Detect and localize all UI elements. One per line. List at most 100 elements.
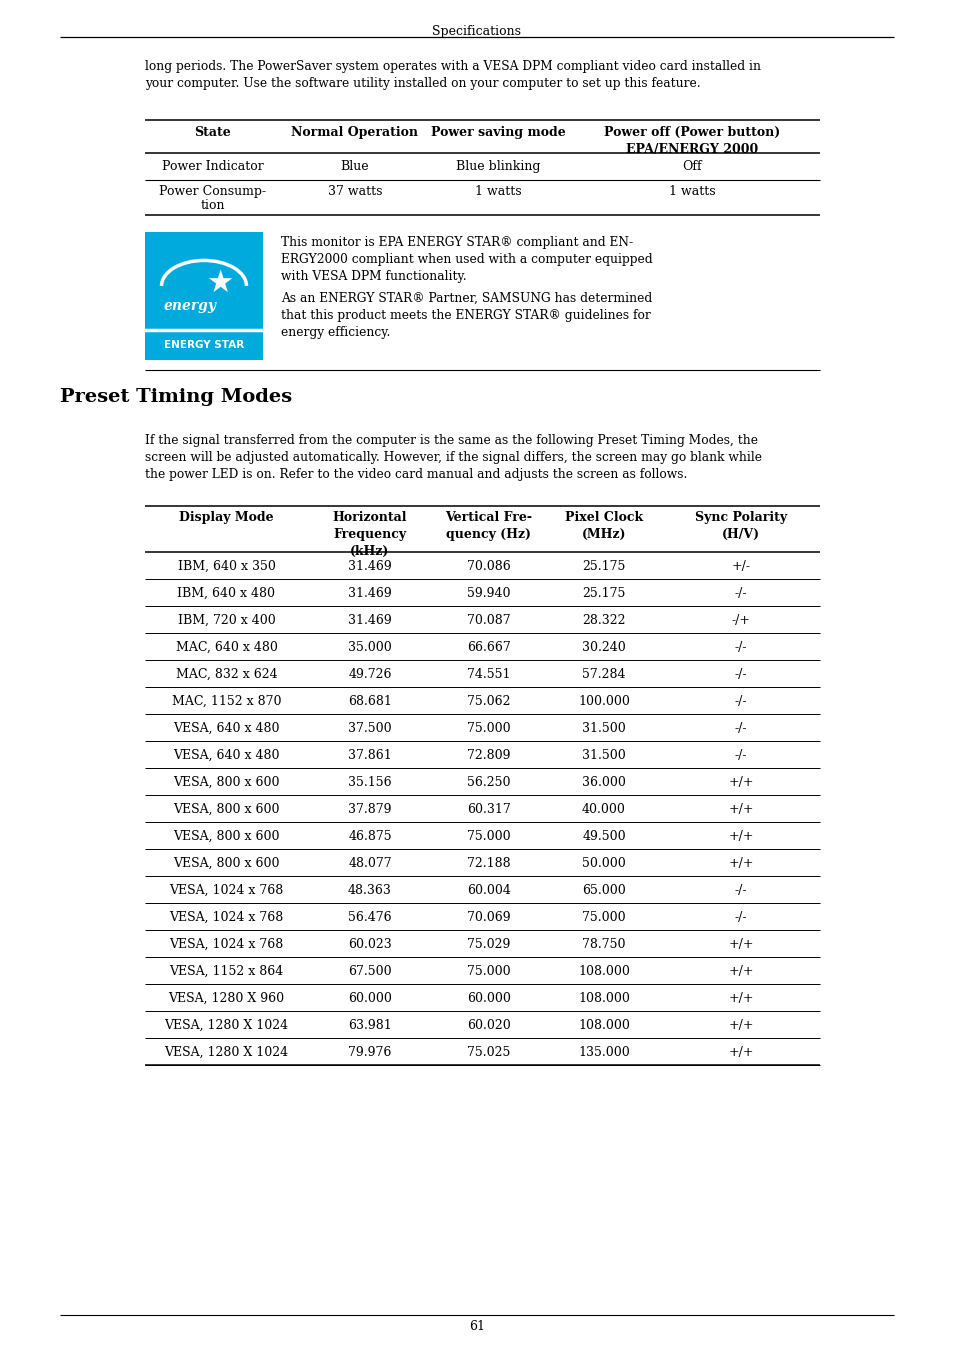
Text: 35.156: 35.156 [348,776,392,788]
Text: 31.469: 31.469 [348,587,392,599]
Text: VESA, 1280 X 1024: VESA, 1280 X 1024 [164,1046,288,1058]
Text: 75.062: 75.062 [467,695,510,707]
Text: 37.500: 37.500 [348,722,392,734]
Text: 60.000: 60.000 [348,992,392,1004]
Text: ★: ★ [206,269,233,298]
Text: +/+: +/+ [727,1046,753,1058]
Text: VESA, 1280 X 1024: VESA, 1280 X 1024 [164,1019,288,1031]
Text: 60.023: 60.023 [348,938,392,950]
Text: 25.175: 25.175 [581,560,625,572]
Text: +/+: +/+ [727,776,753,788]
Text: 72.809: 72.809 [467,749,510,761]
Text: +/+: +/+ [727,965,753,977]
Text: 1 watts: 1 watts [668,185,715,198]
Text: State: State [194,126,232,139]
Text: MAC, 832 x 624: MAC, 832 x 624 [175,668,277,680]
Text: 75.000: 75.000 [467,965,510,977]
Text: 70.086: 70.086 [467,560,511,572]
Text: Power Consump-: Power Consump- [159,185,266,198]
Text: tion: tion [200,198,225,212]
Text: 108.000: 108.000 [578,965,629,977]
Text: VESA, 800 x 600: VESA, 800 x 600 [173,857,279,869]
Text: 100.000: 100.000 [578,695,629,707]
Text: VESA, 800 x 600: VESA, 800 x 600 [173,830,279,842]
Text: Blue blinking: Blue blinking [456,161,539,173]
Text: -/-: -/- [734,911,746,923]
Text: 108.000: 108.000 [578,1019,629,1031]
Text: VESA, 1024 x 768: VESA, 1024 x 768 [170,911,283,923]
Text: +/+: +/+ [727,830,753,842]
Text: 49.500: 49.500 [581,830,625,842]
Text: 60.004: 60.004 [467,884,511,896]
Text: 75.029: 75.029 [467,938,510,950]
Text: 31.469: 31.469 [348,614,392,626]
Text: 31.500: 31.500 [581,749,625,761]
Text: MAC, 1152 x 870: MAC, 1152 x 870 [172,695,281,707]
Text: 72.188: 72.188 [467,857,510,869]
Text: VESA, 640 x 480: VESA, 640 x 480 [173,722,279,734]
Text: VESA, 640 x 480: VESA, 640 x 480 [173,749,279,761]
Text: Sync Polarity
(H/V): Sync Polarity (H/V) [694,512,786,541]
FancyBboxPatch shape [145,232,263,360]
Text: 48.077: 48.077 [348,857,392,869]
Text: Pixel Clock
(MHz): Pixel Clock (MHz) [564,512,642,541]
Text: 56.250: 56.250 [467,776,510,788]
Text: 46.875: 46.875 [348,830,392,842]
Text: 60.000: 60.000 [467,992,511,1004]
Text: 68.681: 68.681 [348,695,392,707]
Text: 35.000: 35.000 [348,641,392,653]
Text: 74.551: 74.551 [467,668,510,680]
Text: 60.020: 60.020 [467,1019,511,1031]
Text: Blue: Blue [340,161,369,173]
Text: -/-: -/- [734,695,746,707]
Text: 48.363: 48.363 [348,884,392,896]
Text: 75.000: 75.000 [581,911,625,923]
Text: +/+: +/+ [727,992,753,1004]
Text: 63.981: 63.981 [348,1019,392,1031]
Text: 108.000: 108.000 [578,992,629,1004]
Text: -/+: -/+ [731,614,750,626]
Text: -/-: -/- [734,668,746,680]
Text: Off: Off [681,161,701,173]
Text: -/-: -/- [734,641,746,653]
Text: +/+: +/+ [727,938,753,950]
Text: ENERGY STAR: ENERGY STAR [164,340,244,350]
Text: Vertical Fre-
quency (Hz): Vertical Fre- quency (Hz) [445,512,532,541]
Text: VESA, 1024 x 768: VESA, 1024 x 768 [170,938,283,950]
Text: 57.284: 57.284 [581,668,625,680]
Text: 75.000: 75.000 [467,722,510,734]
Text: If the signal transferred from the computer is the same as the following Preset : If the signal transferred from the compu… [145,433,761,481]
Text: 36.000: 36.000 [581,776,625,788]
Text: 37.879: 37.879 [348,803,392,815]
Text: 135.000: 135.000 [578,1046,629,1058]
Text: 70.069: 70.069 [467,911,510,923]
Text: energy: energy [163,300,216,313]
Text: 59.940: 59.940 [467,587,510,599]
Text: 75.000: 75.000 [467,830,510,842]
Text: 50.000: 50.000 [581,857,625,869]
Text: 49.726: 49.726 [348,668,392,680]
Text: 67.500: 67.500 [348,965,392,977]
Text: MAC, 640 x 480: MAC, 640 x 480 [175,641,277,653]
Text: IBM, 720 x 400: IBM, 720 x 400 [177,614,275,626]
Text: -/-: -/- [734,884,746,896]
Text: IBM, 640 x 350: IBM, 640 x 350 [177,560,275,572]
Text: -/-: -/- [734,722,746,734]
Text: 78.750: 78.750 [581,938,625,950]
Text: Normal Operation: Normal Operation [292,126,418,139]
Text: Display Mode: Display Mode [179,512,274,524]
Text: 70.087: 70.087 [467,614,510,626]
Text: 25.175: 25.175 [581,587,625,599]
Text: VESA, 800 x 600: VESA, 800 x 600 [173,776,279,788]
Text: 75.025: 75.025 [467,1046,510,1058]
Text: 31.469: 31.469 [348,560,392,572]
Text: Power off (Power button)
EPA/ENERGY 2000: Power off (Power button) EPA/ENERGY 2000 [603,126,780,157]
Text: 65.000: 65.000 [581,884,625,896]
Text: Specifications: Specifications [432,26,521,38]
Text: +/+: +/+ [727,803,753,815]
Text: This monitor is EPA ENERGY STAR® compliant and EN-
ERGY2000 compliant when used : This monitor is EPA ENERGY STAR® complia… [281,236,652,284]
Text: 1 watts: 1 watts [475,185,520,198]
Text: As an ENERGY STAR® Partner, SAMSUNG has determined
that this product meets the E: As an ENERGY STAR® Partner, SAMSUNG has … [281,292,652,339]
Text: 40.000: 40.000 [581,803,625,815]
Text: 37.861: 37.861 [348,749,392,761]
